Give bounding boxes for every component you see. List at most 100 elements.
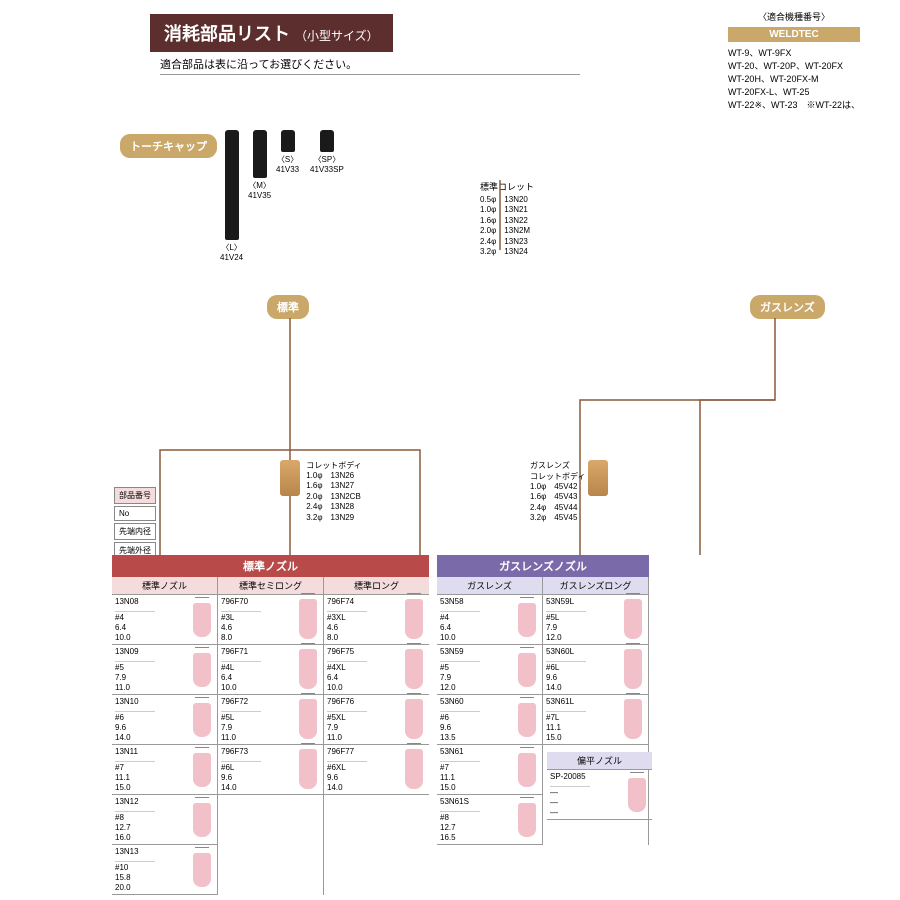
nozzle-cell: 13N10 #6 9.6 14.0: [112, 695, 217, 745]
compat-models-box: 〈適合機種番号〉 WELDTEC WT-9、WT-9FXWT-20、WT-20P…: [728, 10, 860, 111]
gaslens-body-icon: [588, 460, 608, 496]
spec-row: 2.4φ 13N28: [306, 502, 361, 512]
nozzle-cell: 53N59 #5 7.9 12.0: [437, 645, 542, 695]
cap-M: 〈M〉41V35: [248, 130, 271, 200]
title-sub: （小型サイズ）: [295, 29, 379, 43]
legend-inner: 先端内径: [114, 523, 156, 540]
table-column: 標準セミロング 796F70 #3L 4.6 8.0 796F71 #4L 6.…: [218, 577, 324, 895]
cap-SP: 〈SP〉41V33SP: [310, 130, 344, 174]
std-collet-list: 標準コレット 0.5φ 13N201.0φ 13N211.6φ 13N222.0…: [480, 180, 534, 257]
standard-node: 標準: [267, 295, 309, 319]
nozzle-cell: 796F74 #3XL 4.6 8.0: [324, 595, 429, 645]
legend-box: 部品番号 No 先端内径 先端外径: [112, 485, 158, 561]
nozzle-icon: [193, 653, 211, 687]
spec-row: 3.2φ 13N29: [306, 513, 361, 523]
torch-cap-badge: トーチキャップ: [120, 134, 217, 158]
tables-area: 標準ノズル 標準ノズル 13N08 #4 6.4 10.0 13N09 #5 7…: [112, 555, 649, 895]
col-header: ガスレンズ: [437, 577, 542, 595]
compat-model-line: WT-20FX-L、WT-25: [728, 85, 860, 98]
nozzle-icon: [518, 803, 536, 837]
nozzle-cell: 13N09 #5 7.9 11.0: [112, 645, 217, 695]
col-header: 標準ノズル: [112, 577, 217, 595]
nozzle-icon: [518, 703, 536, 737]
compat-title: 〈適合機種番号〉: [728, 10, 860, 23]
collet-body-list: コレットボディ 1.0φ 13N261.6φ 13N272.0φ 13N2CB2…: [280, 460, 362, 523]
nozzle-icon: [193, 603, 211, 637]
table-column: ガスレンズ 53N58 #4 6.4 10.0 53N59 #5 7.9 12.…: [437, 577, 543, 845]
gaslens-nozzle-table: ガスレンズノズル ガスレンズ 53N58 #4 6.4 10.0 53N59 #…: [437, 555, 649, 895]
nozzle-cell: 796F76 #5XL 7.9 11.0: [324, 695, 429, 745]
cap-L: 〈L〉41V24: [220, 130, 243, 262]
legend-no: No: [114, 506, 156, 521]
nozzle-icon: [518, 653, 536, 687]
nozzle-icon: [405, 649, 423, 689]
nozzle-icon: [628, 778, 646, 812]
collet-body-title: コレットボディ: [306, 460, 361, 471]
standard-nozzle-table: 標準ノズル 標準ノズル 13N08 #4 6.4 10.0 13N09 #5 7…: [112, 555, 429, 895]
nozzle-cell: 53N58 #4 6.4 10.0: [437, 595, 542, 645]
nozzle-cell: 796F73 #6L 9.6 14.0: [218, 745, 323, 795]
spec-row: 1.6φ 45V43: [530, 492, 585, 502]
nozzle-cell: 53N61 #7 11.1 15.0: [437, 745, 542, 795]
nozzle-icon: [193, 703, 211, 737]
nozzle-cell: 796F75 #4XL 6.4 10.0: [324, 645, 429, 695]
gaslens-body-list: ガスレンズ コレットボディ 1.0φ 45V421.6φ 45V432.4φ 4…: [530, 460, 612, 524]
nozzle-cell: 53N59L #5L 7.9 12.0: [543, 595, 648, 645]
page-title: 消耗部品リスト （小型サイズ）: [150, 14, 393, 52]
nozzle-cell: SP-20085— ——: [547, 770, 652, 820]
nozzle-icon: [299, 699, 317, 739]
spec-row: 0.5φ 13N20: [480, 195, 534, 205]
nozzle-icon: [624, 699, 642, 739]
nozzle-icon: [405, 599, 423, 639]
nozzle-cell: 53N61S #8 12.7 16.5: [437, 795, 542, 845]
nozzle-cell: 53N60 #6 9.6 13.5: [437, 695, 542, 745]
table-column: 標準ロング 796F74 #3XL 4.6 8.0 796F75 #4XL 6.…: [324, 577, 429, 895]
gaslens-node: ガスレンズ: [750, 295, 825, 319]
spec-row: 1.0φ 13N26: [306, 471, 361, 481]
nozzle-icon: [518, 753, 536, 787]
std-table-header: 標準ノズル: [112, 555, 429, 577]
compat-model-line: WT-9、WT-9FX: [728, 46, 860, 59]
nozzle-cell: 13N12 #8 12.7 16.0: [112, 795, 217, 845]
nozzle-icon: [193, 803, 211, 837]
nozzle-icon: [193, 753, 211, 787]
spec-row: 1.0φ 45V42: [530, 482, 585, 492]
nozzle-cell: 53N61L #7L 11.1 15.0: [543, 695, 648, 745]
collet-body-icon: [280, 460, 300, 496]
nozzle-icon: [405, 699, 423, 739]
nozzle-icon: [299, 749, 317, 789]
nozzle-icon: [624, 649, 642, 689]
nozzle-cell: 13N08 #4 6.4 10.0: [112, 595, 217, 645]
legend-partno: 部品番号: [114, 487, 156, 504]
nozzle-icon: [193, 853, 211, 887]
gaslens-body-title: ガスレンズ コレットボディ: [530, 460, 585, 482]
spec-row: 3.2φ 13N24: [480, 247, 534, 257]
nozzle-icon: [299, 649, 317, 689]
cap-S: 〈S〉41V33: [276, 130, 299, 174]
gas-table-header: ガスレンズノズル: [437, 555, 649, 577]
spec-row: 2.0φ 13N2CB: [306, 492, 361, 502]
nozzle-cell: 796F71 #4L 6.4 10.0: [218, 645, 323, 695]
nozzle-icon: [405, 749, 423, 789]
flat-nozzle-col: 偏平ノズル SP-20085— ——: [547, 752, 652, 820]
nozzle-cell: 53N60L #6L 9.6 14.0: [543, 645, 648, 695]
spec-row: 2.0φ 13N2M: [480, 226, 534, 236]
compat-brand: WELDTEC: [728, 27, 860, 42]
std-collet-title: 標準コレット: [480, 180, 534, 193]
spec-row: 2.4φ 45V44: [530, 503, 585, 513]
nozzle-cell: 13N11 #7 11.1 15.0: [112, 745, 217, 795]
nozzle-icon: [624, 599, 642, 639]
nozzle-icon: [518, 603, 536, 637]
nozzle-icon: [299, 599, 317, 639]
spec-row: 1.6φ 13N22: [480, 216, 534, 226]
spec-row: 1.0φ 13N21: [480, 205, 534, 215]
title-text: 消耗部品リスト: [164, 24, 290, 44]
nozzle-cell: 796F70 #3L 4.6 8.0: [218, 595, 323, 645]
subtitle: 適合部品は表に沿ってお選びください。: [160, 56, 580, 75]
nozzle-cell: 13N13 #10 15.8 20.0: [112, 845, 217, 895]
flat-nozzle-header: 偏平ノズル: [547, 752, 652, 770]
compat-model-line: WT-20、WT-20P、WT-20FX: [728, 59, 860, 72]
nozzle-cell: 796F77 #6XL 9.6 14.0: [324, 745, 429, 795]
spec-row: 2.4φ 13N23: [480, 237, 534, 247]
compat-model-line: WT-20H、WT-20FX-M: [728, 72, 860, 85]
